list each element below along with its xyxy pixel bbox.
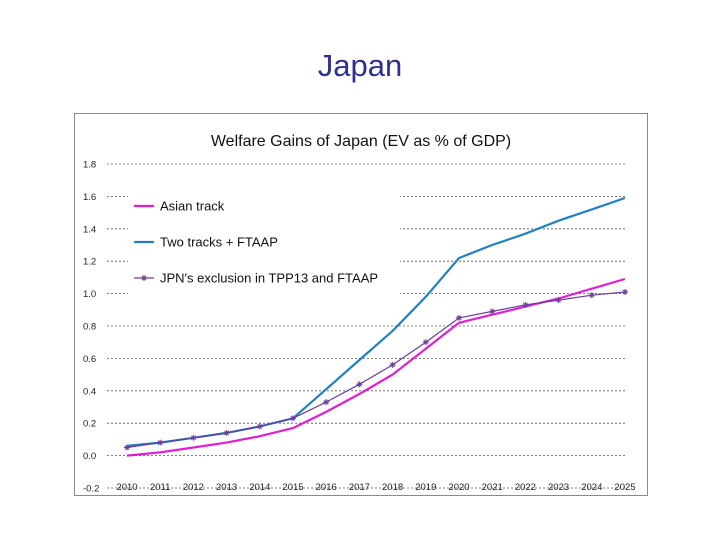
series-line — [126, 291, 626, 449]
legend-label: JPN's exclusion in TPP13 and FTAAP — [160, 271, 378, 286]
x-tick-label: 2023 — [548, 482, 569, 493]
welfare-gains-chart: Welfare Gains of Japan (EV as % of GDP) -… — [83, 133, 636, 495]
data-point — [124, 444, 130, 451]
x-tick-label: 2019 — [415, 482, 436, 493]
data-point — [456, 314, 462, 321]
y-tick-label: 1.2 — [83, 257, 96, 268]
x-tick-label: 2012 — [183, 482, 204, 493]
y-tick-label: 1.4 — [83, 224, 96, 235]
series-line — [126, 277, 626, 457]
data-point — [190, 434, 197, 441]
x-tick-label: 2021 — [482, 482, 503, 493]
x-tick-label: 2017 — [349, 482, 370, 493]
x-tick-label: 2022 — [515, 482, 536, 493]
data-point — [223, 429, 230, 436]
x-tick-label: 2010 — [116, 482, 137, 493]
x-tick-label: 2024 — [581, 482, 602, 493]
data-point — [323, 399, 330, 406]
legend-marker — [141, 275, 147, 281]
chart-frame: Welfare Gains of Japan (EV as % of GDP) -… — [74, 113, 648, 496]
data-point — [256, 423, 263, 430]
y-tick-label: 1.6 — [83, 192, 96, 203]
x-tick-label: 2020 — [448, 482, 469, 493]
legend-label: Asian track — [160, 199, 225, 214]
x-tick-label: 2015 — [282, 482, 303, 493]
x-tick-label: 2025 — [614, 482, 635, 493]
slide-title: Japan — [317, 48, 403, 83]
data-point — [356, 381, 363, 388]
x-tick-label: 2013 — [216, 482, 237, 493]
legend-label: Two tracks + FTAAP — [160, 235, 278, 250]
data-point — [157, 439, 164, 446]
x-tick-label: 2014 — [249, 482, 270, 493]
data-point — [422, 339, 429, 346]
y-tick-label: 0.2 — [83, 419, 96, 430]
data-point — [555, 297, 562, 304]
y-tick-label: 0.6 — [83, 354, 96, 365]
data-point — [389, 361, 396, 368]
x-tick-label: 2018 — [382, 482, 403, 493]
data-point — [588, 292, 595, 299]
y-tick-label: 0.8 — [83, 322, 96, 333]
data-point — [290, 415, 296, 422]
y-tick-label: -0.2 — [83, 484, 99, 495]
y-tick-label: 1.8 — [83, 160, 96, 171]
legend-box — [128, 184, 400, 294]
data-point — [622, 288, 628, 295]
x-tick-label: 2011 — [150, 482, 170, 493]
data-point — [489, 308, 496, 315]
y-tick-label: 0.4 — [83, 386, 96, 397]
y-tick-label: 0.0 — [83, 451, 96, 462]
data-point — [522, 301, 529, 308]
y-tick-label: 1.0 — [83, 289, 96, 300]
x-tick-label: 2016 — [316, 482, 337, 493]
chart-title: Welfare Gains of Japan (EV as % of GDP) — [211, 133, 511, 150]
